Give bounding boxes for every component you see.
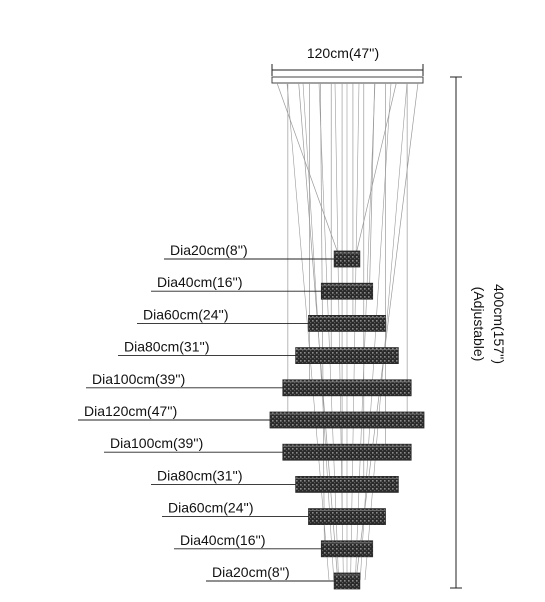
top-width-dimension: 120cm(47'') <box>271 45 424 76</box>
suspension-wire <box>356 82 397 252</box>
tier-label: Dia120cm(47'') <box>84 403 177 419</box>
ceiling-plate <box>271 76 424 84</box>
tier-label: Dia100cm(39'') <box>110 435 203 451</box>
tier-labels: Dia20cm(8'') Dia40cm(16'') Dia60cm(24'') Di… <box>78 242 335 582</box>
tier-label: Dia100cm(39'') <box>92 371 185 387</box>
top-width-label: 120cm(47'') <box>307 45 379 61</box>
height-dimension: 400cm(157'') (Adjustable) <box>450 76 507 589</box>
tier-label: Dia20cm(8'') <box>212 564 290 580</box>
crystal-tier-ring <box>320 540 374 558</box>
tier-label: Dia60cm(24'') <box>143 306 228 322</box>
tier-label: Dia80cm(31'') <box>157 467 242 483</box>
tier-label: Dia40cm(16'') <box>157 274 242 290</box>
crystal-tier-ring <box>333 572 361 590</box>
suspension-wire <box>286 82 330 581</box>
suspension-wire <box>364 82 408 581</box>
tier-label: Dia20cm(8'') <box>170 242 248 258</box>
height-label-line1: 400cm(157'') <box>491 284 507 364</box>
tier-label: Dia80cm(31'') <box>124 339 209 355</box>
tier-label: Dia40cm(16'') <box>180 532 265 548</box>
suspension-wire <box>276 82 338 252</box>
suspension-wire <box>320 82 325 541</box>
height-label-line2: (Adjustable) <box>471 287 487 362</box>
tier-label: Dia60cm(24'') <box>168 500 253 516</box>
